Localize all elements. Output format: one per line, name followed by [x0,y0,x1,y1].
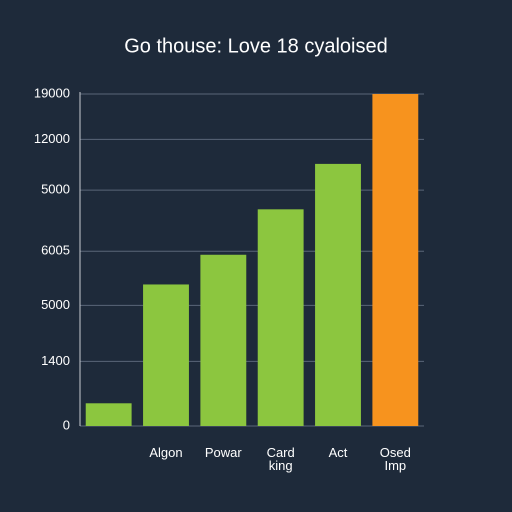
x-tick-label: Algon [149,445,183,460]
bar [372,94,419,426]
y-tick-label: 12000 [34,131,70,146]
y-tick-label: 19000 [34,85,70,100]
bar [85,403,132,426]
bar [257,209,304,426]
x-tick-label: Powar [204,445,242,460]
y-tick-label: 1400 [41,353,70,368]
bar [143,284,189,426]
x-tick-label: Act [328,445,348,460]
y-tick-label: 0 [63,417,70,432]
x-tick-label: Card king [266,445,295,473]
bar [200,254,247,426]
x-tick-label: Osed Imp [379,445,411,473]
y-tick-label: 5000 [41,182,70,197]
y-tick-label: 5000 [41,297,70,312]
chart-title: Go thouse: Love 18 cyaloised [124,35,388,57]
bar [315,163,361,427]
y-tick-label: 6005 [41,243,70,258]
